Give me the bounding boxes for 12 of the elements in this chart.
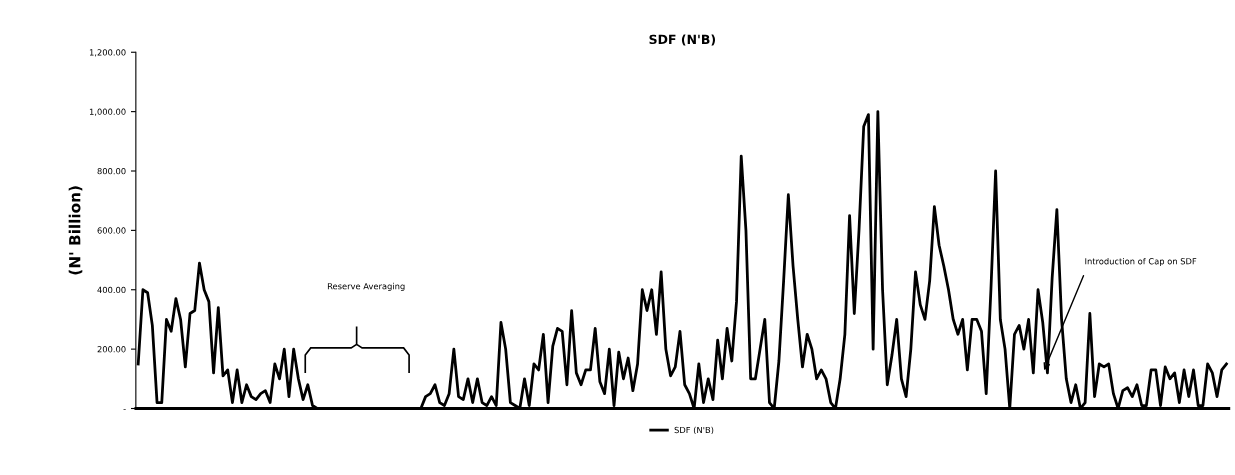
y-tick-label: 400.00 — [97, 286, 126, 294]
annotation: Reserve Averaging — [327, 282, 405, 291]
legend-label: SDF (N'B) — [674, 426, 714, 435]
y-tick-label: 800.00 — [97, 167, 126, 175]
y-axis-title: (N' Billion) — [68, 186, 83, 275]
y-tick-label: 200.00 — [97, 346, 126, 353]
y-tick-label: 600.00 — [97, 227, 126, 234]
chart-title: SDF (N'B) — [649, 34, 716, 46]
y-tick-label: 1,000.00 — [89, 108, 126, 116]
annotation: Introduction of Cap on SDF — [1085, 257, 1197, 266]
y-tick-label: - — [123, 409, 126, 410]
y-tick-label: 1,200.00 — [89, 49, 126, 57]
